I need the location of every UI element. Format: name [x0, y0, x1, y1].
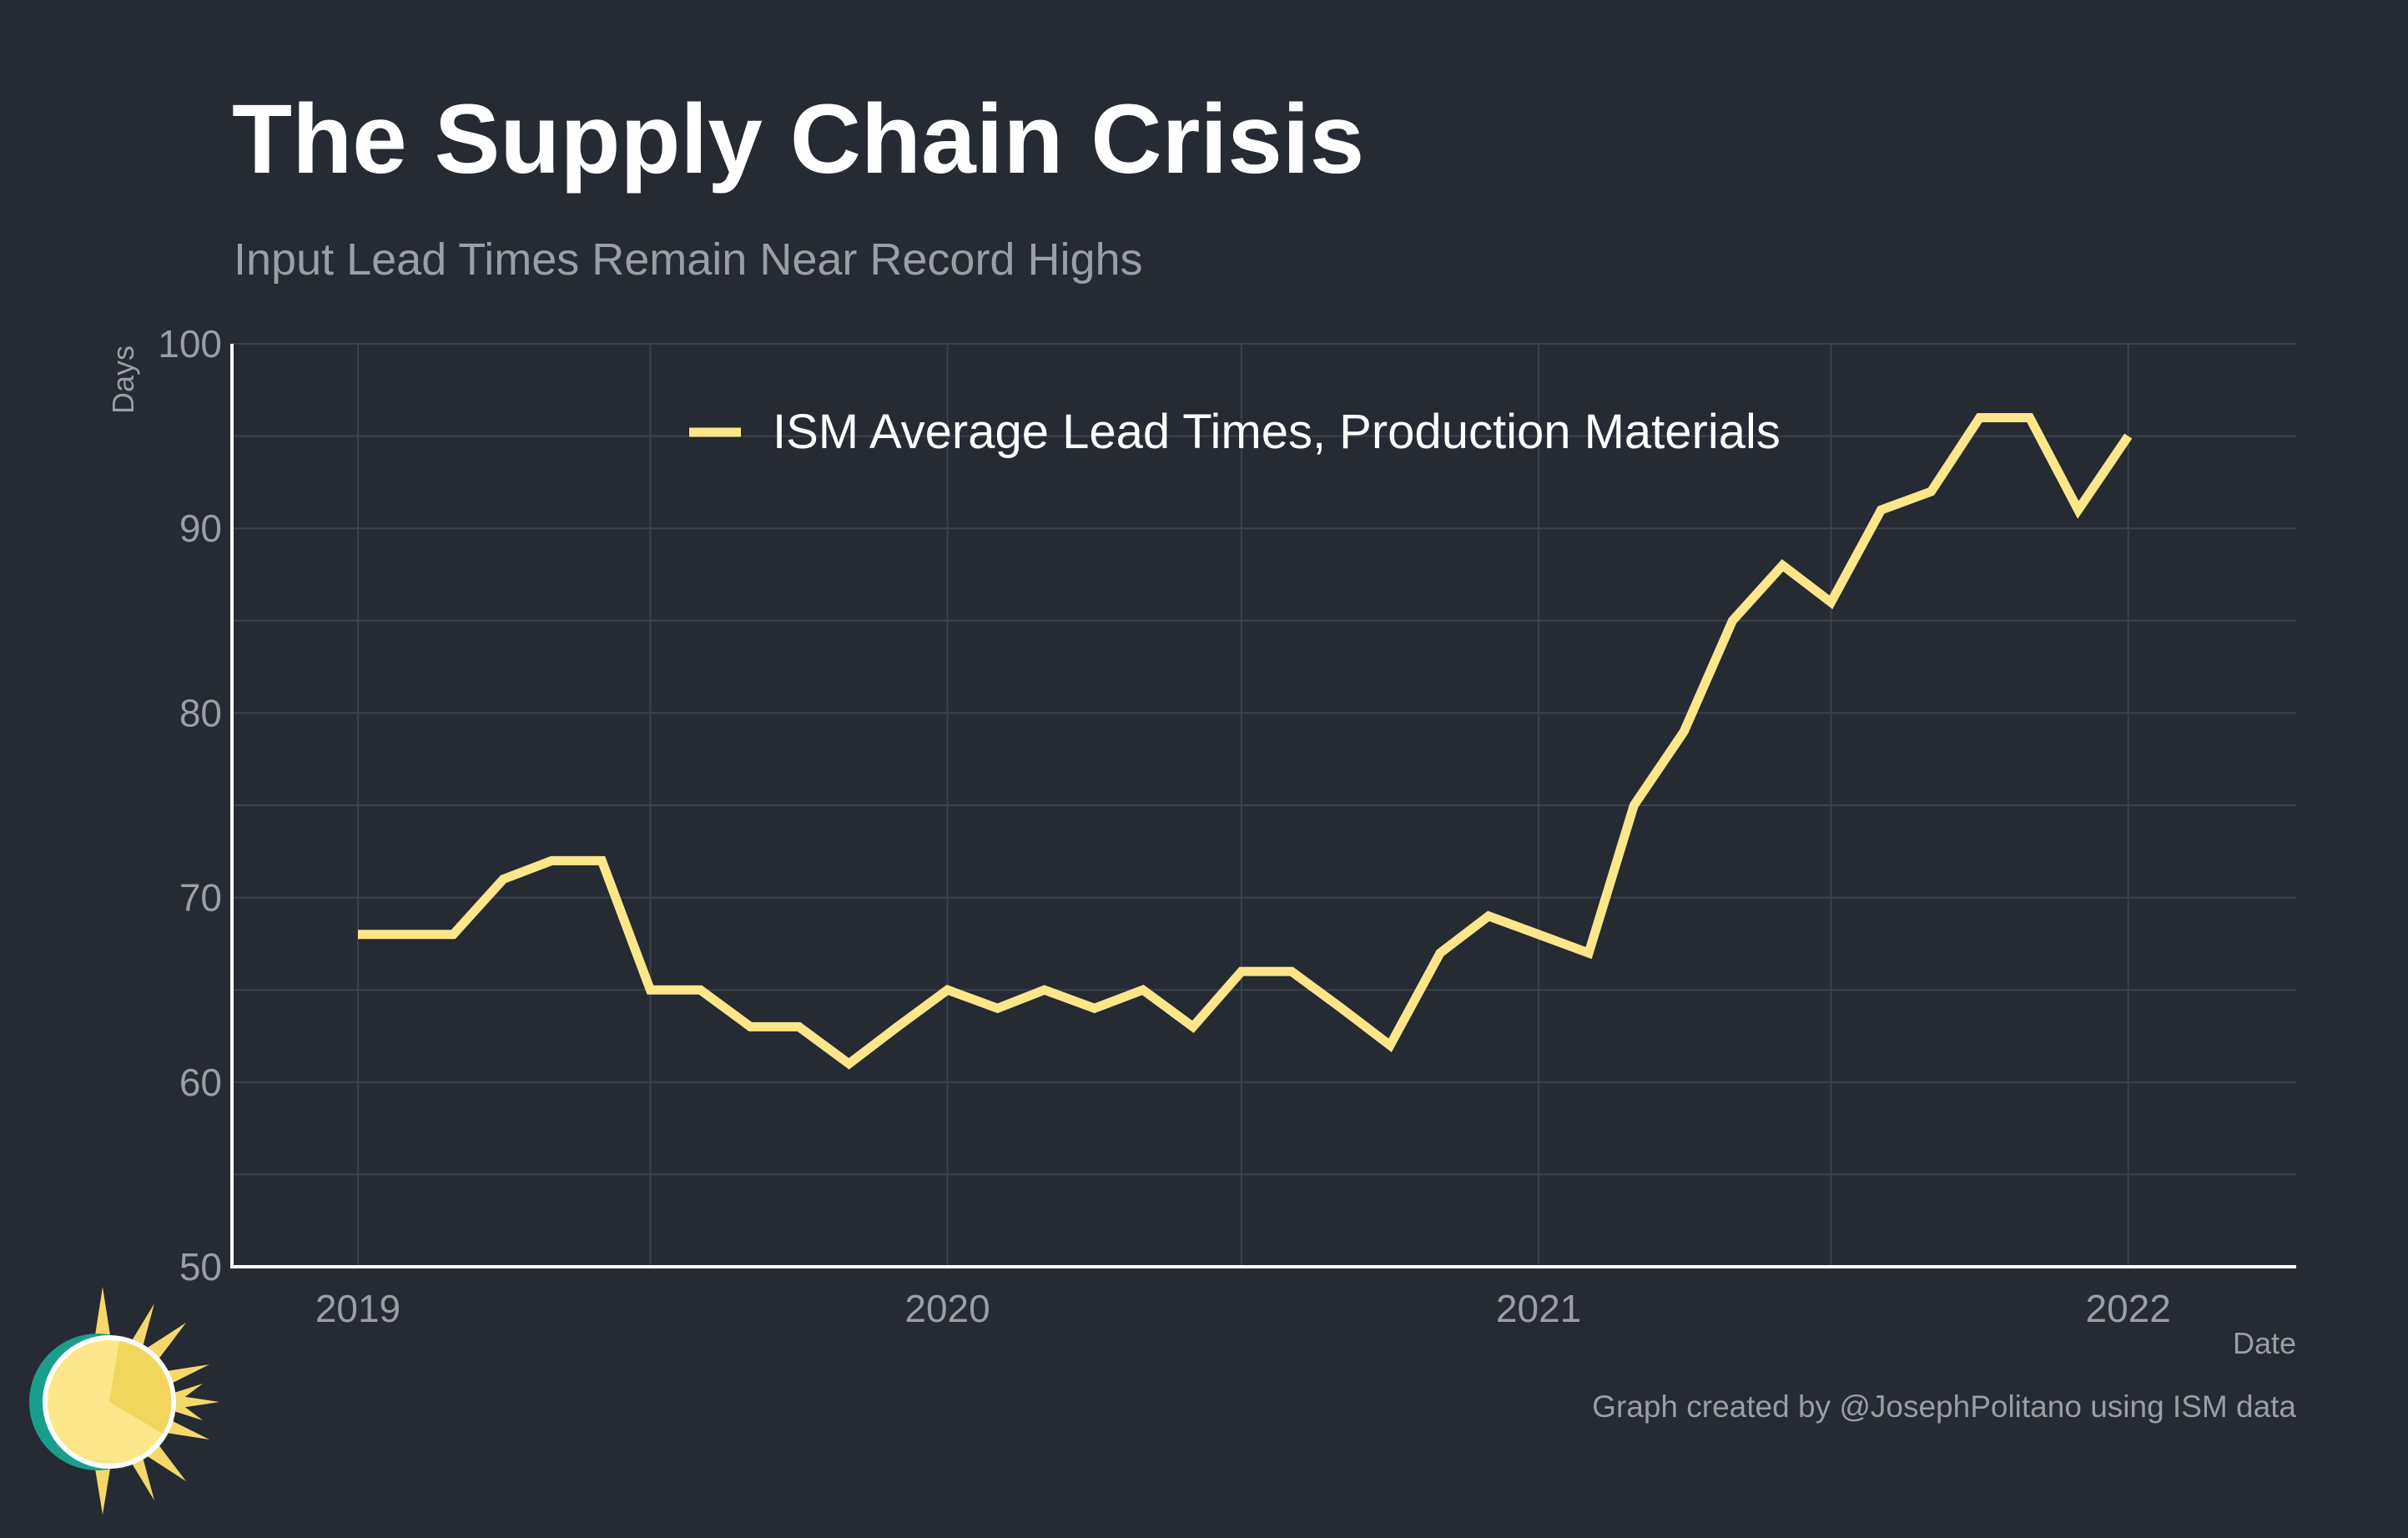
- x-tick-label: 2021: [1496, 1287, 1581, 1330]
- y-tick-label: 60: [179, 1061, 222, 1104]
- y-tick-label: 50: [179, 1245, 222, 1288]
- series: [358, 413, 2133, 1070]
- axes: 50 60 70 80 90 100 2019 2020 2021 2022 Days Date: [106, 322, 2296, 1360]
- y-tick-label: 100: [158, 322, 222, 366]
- legend: ISM Average Lead Times, Production Mater…: [689, 405, 1781, 459]
- x-tick-label: 2019: [315, 1287, 400, 1330]
- source-credit: Graph created by @JosephPolitano using I…: [1592, 1389, 2296, 1424]
- y-tick-label: 70: [179, 876, 222, 920]
- y-tick-label: 90: [179, 507, 222, 550]
- x-tick-label: 2020: [904, 1287, 990, 1330]
- chart-subtitle: Input Lead Times Remain Near Record High…: [234, 234, 1143, 285]
- x-tick-label: 2022: [2086, 1287, 2171, 1330]
- y-axis-title: Days: [106, 345, 140, 414]
- x-axis-title: Date: [2233, 1326, 2296, 1360]
- chart-title: The Supply Chain Crisis: [232, 84, 1365, 194]
- grid: [232, 343, 2296, 1268]
- legend-label: ISM Average Lead Times, Production Mater…: [773, 405, 1781, 459]
- y-tick-label: 80: [179, 691, 222, 734]
- sun-logo-icon: [29, 1287, 219, 1515]
- series-line: [358, 413, 2133, 1070]
